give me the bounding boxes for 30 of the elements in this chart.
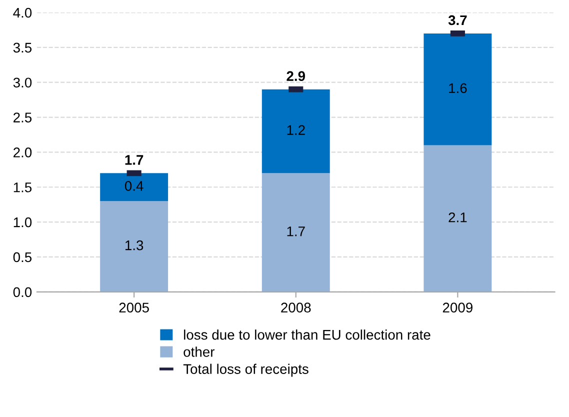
data-label: 1.3 bbox=[125, 240, 144, 250]
data-label: 1.7 bbox=[287, 226, 305, 236]
y-tick-label: 1.0 bbox=[14, 217, 32, 228]
bar bbox=[424, 33, 492, 146]
data-label: 3.7 bbox=[448, 15, 467, 26]
y-tick-label: 4.0 bbox=[13, 8, 32, 18]
y-tick-label: 3.0 bbox=[13, 78, 32, 88]
x-tick-label: 2008 bbox=[281, 302, 311, 313]
legend-label: Total loss of receipts bbox=[183, 364, 308, 377]
y-tick-label: 3.5 bbox=[13, 42, 32, 53]
x-tick-label: 2005 bbox=[119, 302, 149, 313]
bar bbox=[100, 173, 168, 202]
y-tick-label: 1.5 bbox=[14, 182, 32, 192]
bar bbox=[262, 89, 330, 174]
bar bbox=[262, 173, 330, 292]
y-tick-label: 2.5 bbox=[14, 112, 32, 122]
legend-label: other bbox=[184, 346, 215, 357]
data-label: 1.6 bbox=[449, 83, 467, 94]
bar bbox=[424, 145, 492, 292]
bar bbox=[100, 201, 168, 292]
x-tick-label: 2009 bbox=[442, 302, 472, 313]
data-label: 1.7 bbox=[125, 155, 144, 165]
y-tick-label: 0.0 bbox=[13, 287, 32, 298]
legend-label: loss due to lower than EU collection rate bbox=[184, 330, 430, 340]
y-tick-label: 2.0 bbox=[14, 148, 32, 158]
data-label: 1.2 bbox=[287, 125, 305, 135]
data-label: 2.1 bbox=[448, 212, 467, 222]
data-label: 0.4 bbox=[124, 181, 144, 191]
data-label: 2.9 bbox=[286, 71, 306, 82]
y-tick-label: 0.5 bbox=[13, 252, 32, 262]
